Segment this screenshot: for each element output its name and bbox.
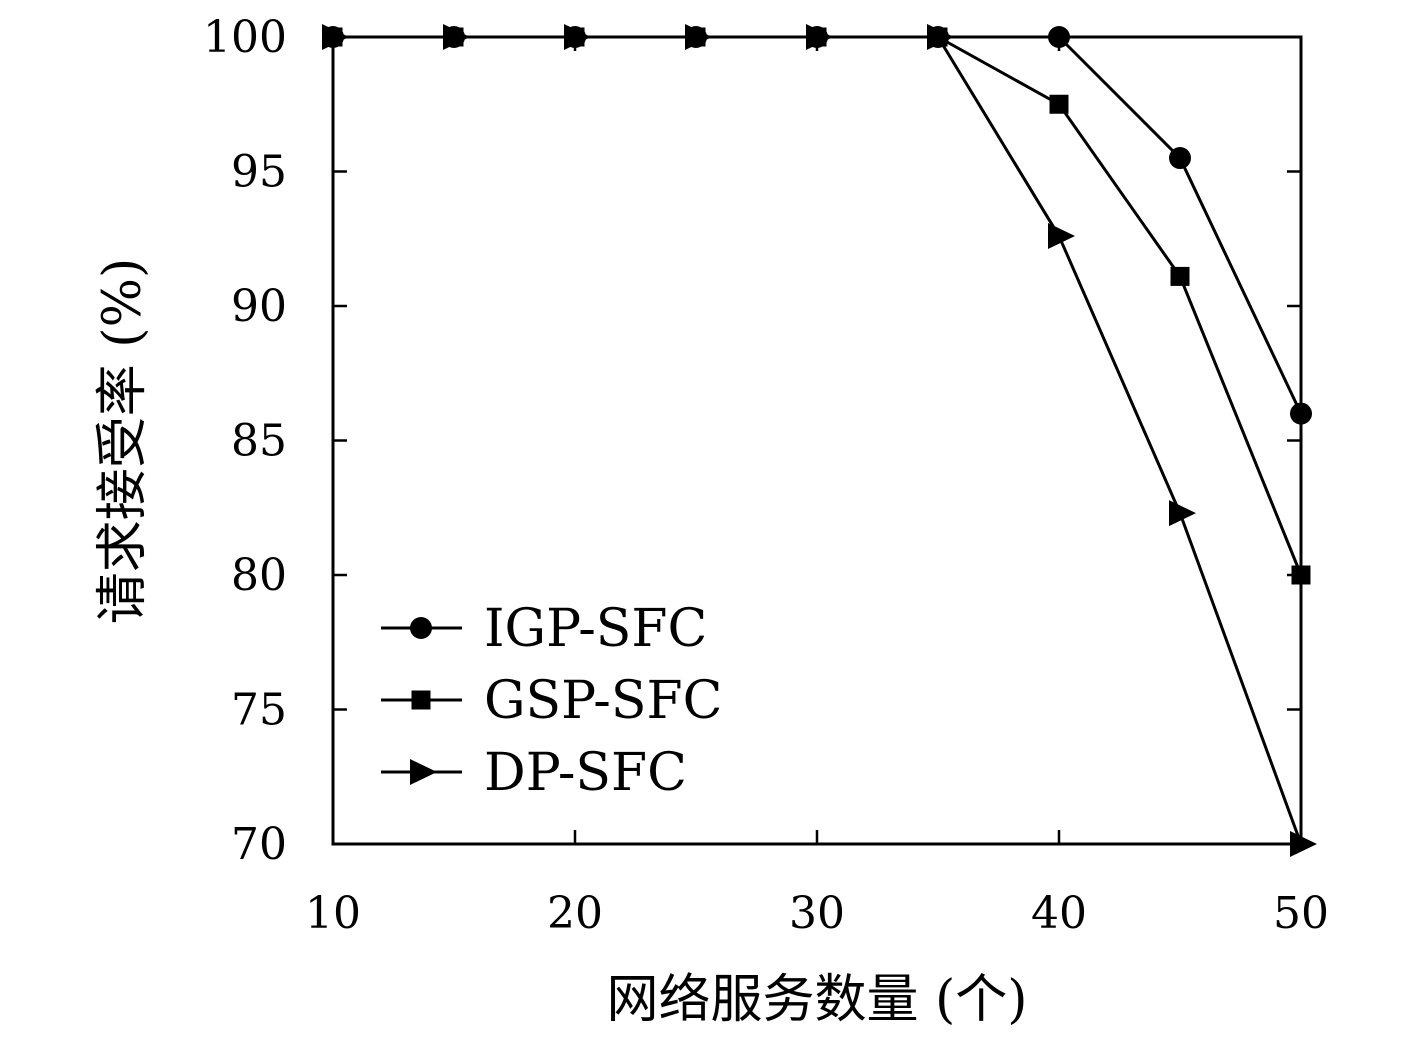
y-tick-label: 100 (203, 12, 287, 63)
x-axis-ticks: 10 20 30 40 50 (305, 37, 1329, 939)
legend-label: DP-SFC (484, 743, 687, 803)
x-axis-title: 网络服务数量 (个) (606, 970, 1027, 1030)
data-point (1048, 223, 1075, 250)
series-line (333, 35, 1303, 576)
data-point (1169, 500, 1196, 527)
series-line (333, 35, 1303, 845)
x-tick-label: 40 (1031, 888, 1087, 939)
y-tick-label: 80 (231, 550, 287, 601)
y-tick-label: 70 (231, 819, 287, 870)
legend-label: IGP-SFC (484, 599, 707, 659)
y-axis-ticks: 70 75 80 85 90 95 100 (203, 12, 1301, 870)
plot-frame (331, 35, 1303, 846)
series-line (333, 35, 1303, 415)
y-tick-label: 95 (231, 147, 287, 198)
plot-markers (322, 24, 1317, 857)
plot-lines (333, 35, 1303, 845)
legend-item: DP-SFC (381, 743, 687, 803)
x-tick-label: 10 (305, 888, 361, 939)
legend-marker (410, 759, 437, 785)
y-tick-label: 90 (231, 281, 287, 332)
data-point (1049, 94, 1069, 114)
legend-marker (411, 690, 431, 710)
y-tick-label: 85 (231, 416, 287, 467)
x-tick-label: 20 (547, 888, 603, 939)
x-tick-label: 30 (789, 888, 845, 939)
data-point (1170, 266, 1190, 286)
data-point (1290, 831, 1317, 857)
data-point (1169, 147, 1191, 170)
y-axis-title: 请求接受率 (%) (93, 258, 153, 625)
legend-marker (410, 617, 432, 639)
legend-item: IGP-SFC (381, 599, 707, 659)
y-tick-label: 75 (231, 685, 287, 736)
legend-item: GSP-SFC (381, 671, 722, 731)
x-tick-label: 50 (1273, 888, 1329, 939)
legend-label: GSP-SFC (484, 671, 722, 731)
legend: IGP-SFC GSP-SFC DP-SFC (381, 599, 722, 803)
